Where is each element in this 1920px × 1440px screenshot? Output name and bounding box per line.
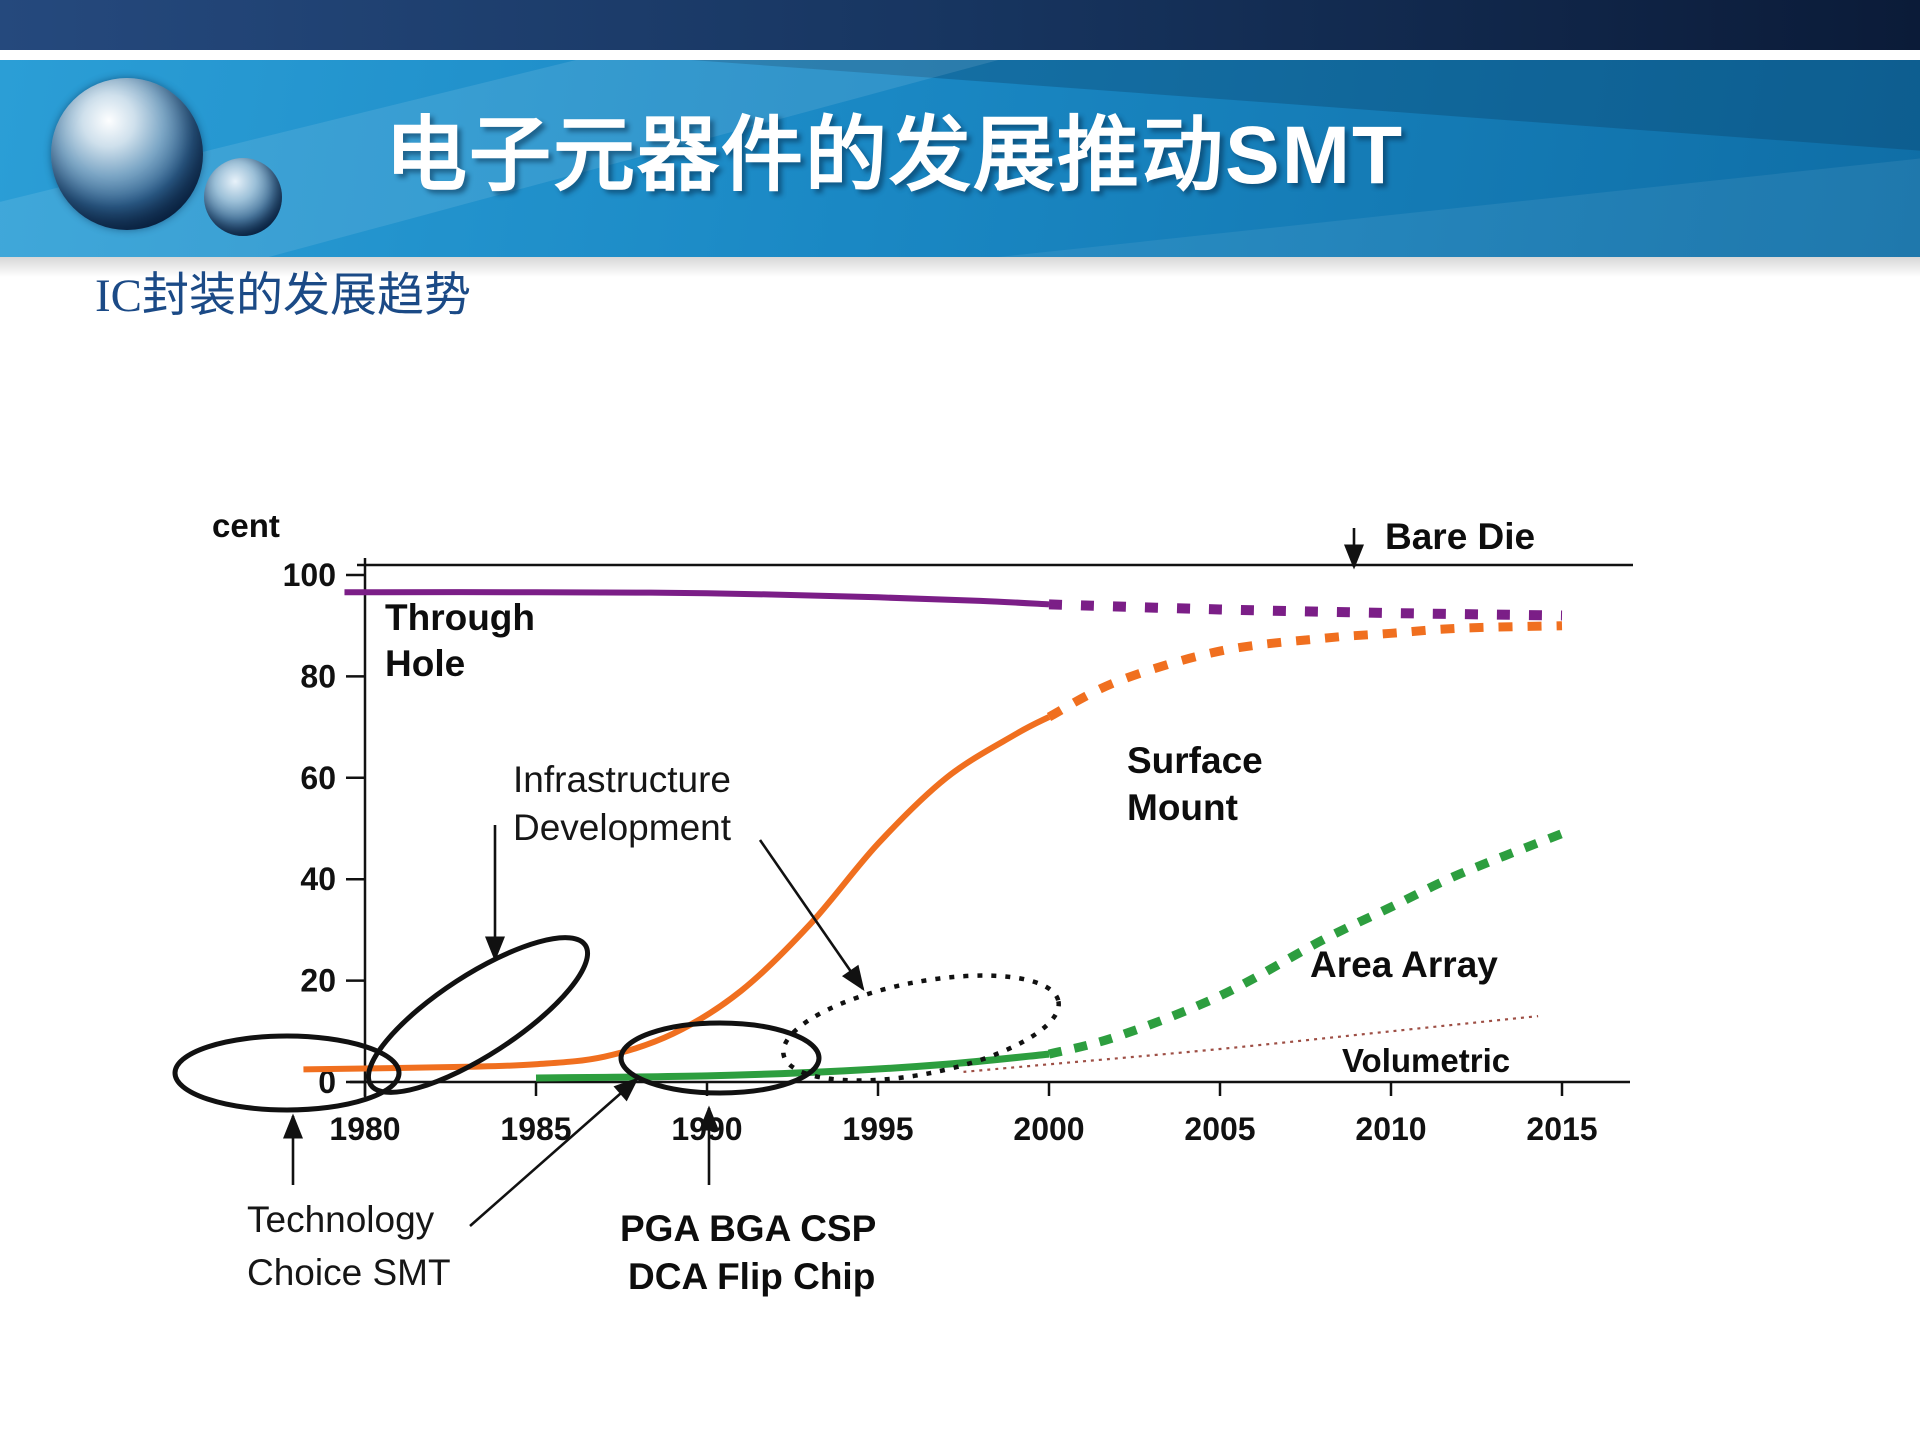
label-surface-mount-1: Surface	[1127, 740, 1263, 781]
y-axis-caption-clipped: cent	[212, 507, 280, 544]
y-tick-label: 20	[300, 963, 336, 999]
trend-curves	[303, 589, 1564, 1082]
header-top-band	[0, 0, 1920, 50]
x-tick-label: 2000	[1013, 1111, 1084, 1147]
label-through-hole-1: Through	[385, 597, 535, 638]
curve-through-hole-forecast	[1048, 599, 1563, 621]
label-volumetric: Volumetric	[1342, 1042, 1510, 1079]
y-tick-label: 0	[318, 1064, 336, 1100]
label-through-hole-2: Hole	[385, 643, 465, 684]
label-technology-2: Choice SMT	[247, 1252, 451, 1293]
arrow-development-diagonal	[758, 839, 865, 992]
curve-surface-mount-forecast	[1046, 621, 1563, 721]
logo-sphere-small	[204, 158, 282, 236]
x-tick-label: 1995	[842, 1111, 913, 1147]
x-tick-label: 2015	[1526, 1111, 1597, 1147]
x-tick-label: 1990	[671, 1111, 742, 1147]
label-pga-1: PGA BGA CSP	[620, 1208, 876, 1249]
ellipse-infrastructure	[365, 935, 591, 1095]
curve-surface-mount-solid	[303, 714, 1051, 1073]
ellipse-pga-bga	[618, 1020, 822, 1096]
header-main-band: 电子元器件的发展推动SMT	[0, 60, 1920, 257]
label-area-array: Area Array	[1310, 944, 1498, 985]
axis-ticks: 1980 1985 1990 1995 2000 2005 2010 2015 0 20 40 60 8…	[283, 557, 1598, 1147]
ellipse-dotted-development	[781, 973, 1061, 1083]
y-tick-label: 60	[300, 760, 336, 796]
curve-through-hole-solid	[344, 589, 1050, 608]
label-bare-die: Bare Die	[1385, 516, 1535, 557]
label-technology-1: Technology	[247, 1199, 435, 1240]
y-tick-label: 80	[300, 658, 336, 694]
label-surface-mount-2: Mount	[1127, 787, 1238, 828]
label-pga-2: DCA Flip Chip	[628, 1256, 875, 1297]
ellipse-technology-choice	[172, 1033, 402, 1113]
curve-area-array-forecast	[1047, 829, 1564, 1059]
logo-sphere-large	[51, 78, 203, 230]
label-infrastructure-1: Infrastructure	[513, 759, 731, 800]
arrow-technology-diagonal	[469, 1077, 639, 1227]
slide-title: 电子元器件的发展推动SMT	[385, 110, 1405, 201]
x-tick-label: 2005	[1184, 1111, 1255, 1147]
x-tick-label: 2010	[1355, 1111, 1426, 1147]
x-tick-label: 1985	[500, 1111, 571, 1147]
x-tick-label: 1980	[329, 1111, 400, 1147]
y-tick-label: 40	[300, 861, 336, 897]
section-subtitle: IC封装的发展趋势	[95, 270, 471, 322]
y-tick-label: 100	[283, 557, 336, 593]
header-shadow	[0, 257, 1920, 277]
label-infrastructure-2: Development	[513, 807, 732, 848]
